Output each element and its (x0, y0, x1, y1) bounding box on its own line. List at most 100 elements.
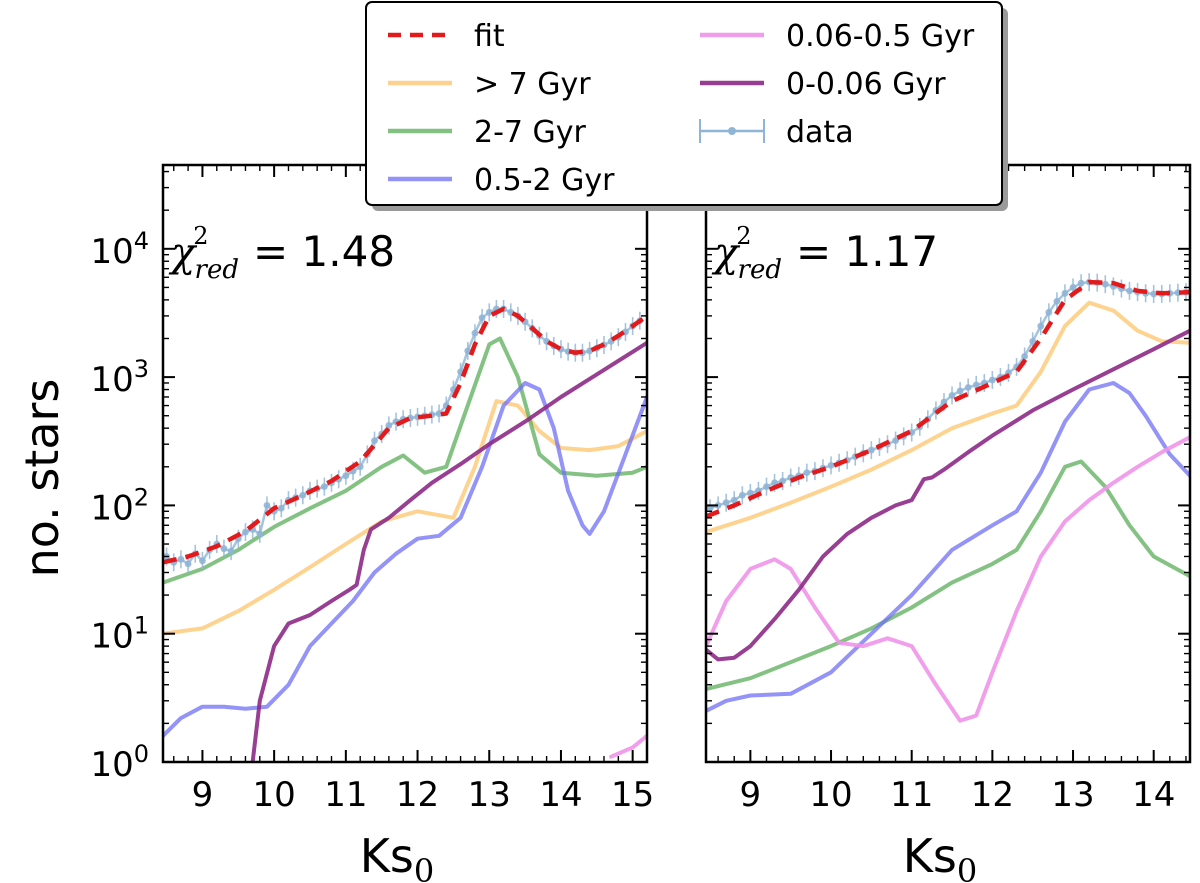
x-axis-label-subscript: 0 (414, 852, 434, 883)
data-point (1045, 308, 1053, 316)
y-tick-label: 103 (90, 355, 149, 400)
series-line-g05_2 (706, 381, 1190, 713)
series-line-fit (163, 306, 647, 565)
series-line-fit (706, 279, 1190, 519)
data-point (242, 528, 249, 536)
data-line (709, 280, 1187, 510)
data-point (892, 437, 899, 444)
data-point (1021, 353, 1029, 360)
series-line-g0_006 (250, 340, 647, 762)
data-point (220, 545, 228, 553)
x-tick-label: 12 (971, 775, 1014, 815)
data-point (706, 504, 714, 512)
x-tick-label: 10 (253, 775, 296, 815)
y-tick-exponent: 2 (134, 483, 149, 511)
data-point (385, 422, 393, 429)
data-point (948, 392, 956, 399)
data-point (803, 469, 811, 477)
x-axis-label: Ks0 (903, 829, 978, 883)
data-point (263, 502, 271, 509)
x-tick-label: 11 (324, 775, 367, 815)
data-point (342, 472, 350, 480)
data-point (763, 483, 770, 491)
data-point (1029, 337, 1037, 345)
y-tick-label: 100 (90, 740, 149, 785)
y-tick-exponent: 4 (134, 227, 149, 255)
y-tick-base: 10 (90, 232, 133, 272)
legend-swatch-data-point (728, 127, 736, 135)
chi-symbol: χ (168, 230, 198, 276)
y-axis-label: no. stars (15, 379, 69, 578)
x-tick-label: 11 (890, 775, 933, 815)
data-point (199, 557, 206, 565)
data-point (867, 446, 875, 454)
y-tick-exponent: 0 (134, 740, 149, 768)
x-axis-label-main: Ks (360, 829, 414, 883)
chi-symbol: χ (711, 230, 741, 276)
data-point (722, 499, 730, 507)
data-point (956, 387, 964, 395)
x-axis-label-main: Ks (903, 829, 957, 883)
right-panel: 9 10 11 12 13 14 Ks0 χ2 red = 1.17 (704, 163, 1192, 883)
data-point (1037, 322, 1045, 330)
data-point (177, 555, 185, 563)
x-tick-label: 10 (809, 775, 852, 815)
data-point (464, 347, 472, 355)
data-point (435, 410, 443, 417)
series-line-g0_006 (706, 328, 1190, 662)
x-axis-label: Ks0 (360, 829, 435, 883)
data-point (256, 530, 264, 538)
x-tick-label: 14 (539, 775, 582, 815)
data-point (485, 308, 493, 316)
series-line-g006_05 (609, 733, 647, 759)
y-tick-label: 104 (90, 227, 149, 272)
legend-label-fit: fit (474, 19, 505, 54)
data-point (738, 491, 746, 499)
legend-label-g006_05: 0.06-0.5 Gyr (786, 19, 975, 54)
chi-square-annotation: χ2 red = 1.17 (711, 222, 938, 285)
data-point (277, 504, 285, 512)
y-tick-label: 101 (90, 612, 149, 657)
y-tick-base: 10 (90, 488, 133, 528)
chi-superscript: 2 (736, 222, 751, 250)
data-point (1101, 280, 1109, 288)
data-point (371, 437, 378, 444)
data-point (972, 381, 980, 389)
data-point (471, 329, 479, 337)
series-line-g05_2 (163, 381, 647, 738)
data-point (730, 496, 738, 504)
data-point (1077, 279, 1085, 287)
x-tick-label: 9 (192, 775, 214, 815)
data-point (1069, 284, 1077, 291)
data-point (1061, 289, 1069, 297)
series-line-g2_7 (706, 459, 1190, 692)
data-point (184, 560, 192, 568)
x-tick-label: 15 (611, 775, 654, 815)
x-tick-label: 14 (1132, 775, 1175, 815)
data-point (827, 462, 835, 469)
x-tick-label: 9 (740, 775, 762, 815)
data-point (1126, 287, 1133, 295)
data-point (478, 314, 486, 322)
data-series (163, 299, 644, 573)
data-point (320, 483, 328, 491)
y-tick-base: 10 (90, 617, 133, 657)
x-tick-label: 13 (468, 775, 511, 815)
x-tick-label: 12 (396, 775, 439, 815)
data-point (299, 491, 307, 499)
chi-subscript: red (738, 255, 782, 285)
y-tick-label: 102 (90, 483, 149, 528)
data-point (227, 547, 235, 555)
data-point (746, 489, 754, 497)
data-point (964, 384, 972, 391)
legend-label-g05_2: 0.5-2 Gyr (474, 163, 615, 198)
series-line-gt7 (706, 300, 1190, 534)
legend: fit > 7 Gyr 2-7 Gyr 0.5-2 Gyr 0.06-0.5 Gyr 0-… (365, 1, 1008, 211)
y-tick-base: 10 (90, 745, 133, 785)
legend-label-data: data (786, 115, 854, 150)
legend-label-gt7: > 7 Gyr (474, 67, 591, 102)
chi-square-annotation: χ2 red = 1.48 (168, 222, 395, 285)
legend-label-g2_7: 2-7 Gyr (474, 115, 587, 150)
